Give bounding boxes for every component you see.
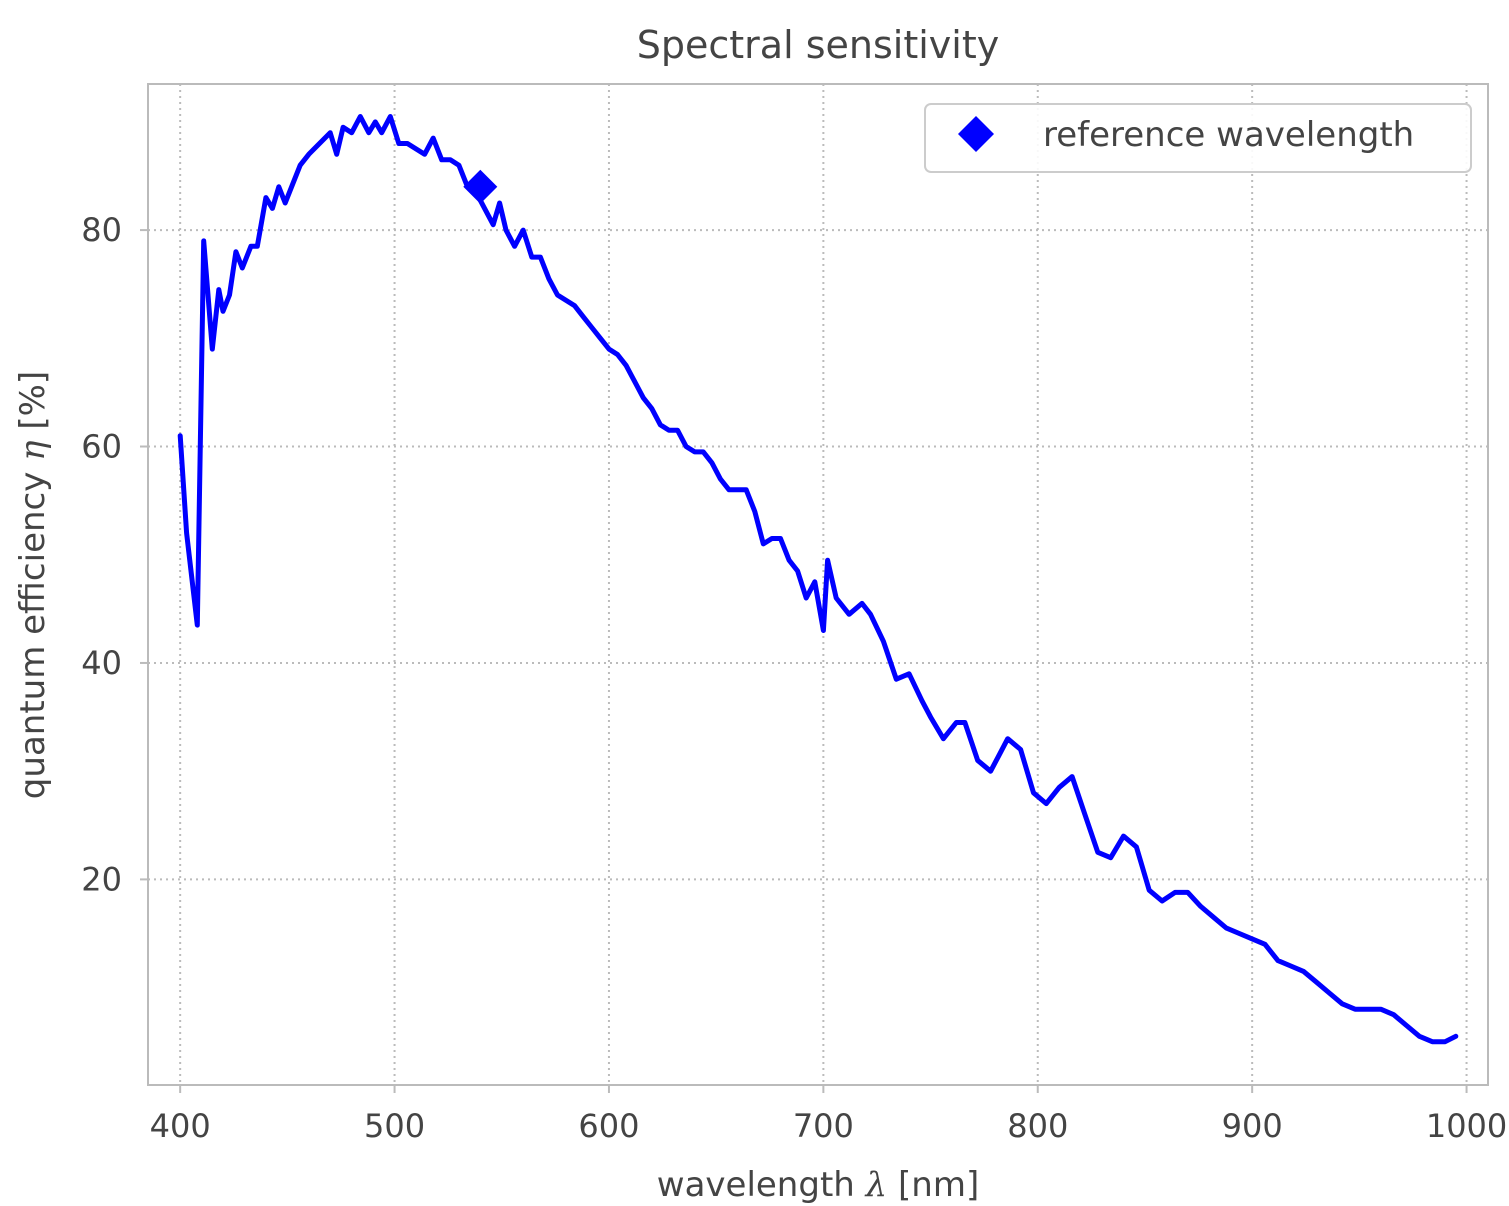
chart-title: Spectral sensitivity — [637, 23, 999, 67]
legend-frame — [924, 103, 1472, 173]
plot-frame — [147, 83, 1489, 1086]
x-axis-title: wavelength λ [nm] — [657, 1165, 979, 1205]
legend: reference wavelength — [924, 103, 1472, 173]
y-axis-unit: [%] — [13, 371, 53, 430]
x-axis-unit: [nm] — [898, 1165, 979, 1205]
y-axis-ticks: 20 40 60 80 — [81, 211, 148, 898]
grid — [148, 84, 1488, 1085]
legend-label: reference wavelength — [1043, 115, 1414, 155]
x-axis-ticks: 400 500 600 700 800 900 1000 — [150, 1085, 1507, 1145]
y-tick-label: 60 — [81, 428, 122, 466]
y-axis-symbol: η — [13, 440, 53, 461]
x-tick-label: 900 — [1222, 1107, 1283, 1145]
x-tick-label: 600 — [578, 1107, 639, 1145]
x-tick-label: 700 — [793, 1107, 854, 1145]
quantum-efficiency-line — [177, 114, 1459, 1045]
x-tick-label: 800 — [1007, 1107, 1068, 1145]
y-tick-label: 20 — [81, 860, 122, 898]
y-axis-title-text: quantum efficiency — [13, 472, 53, 800]
series-layer — [177, 114, 1459, 1045]
x-tick-label: 400 — [150, 1107, 211, 1145]
x-axis-title-text: wavelength — [657, 1165, 855, 1205]
legend-diamond-marker — [958, 116, 994, 152]
y-tick-label: 80 — [81, 211, 122, 249]
y-axis-title: quantum efficiency η [%] — [13, 371, 53, 799]
reference-wavelength-marker — [463, 169, 498, 204]
y-tick-label: 40 — [81, 644, 122, 682]
x-tick-label: 1000 — [1426, 1107, 1507, 1145]
x-tick-label: 500 — [364, 1107, 425, 1145]
x-axis-symbol: λ — [864, 1165, 888, 1205]
